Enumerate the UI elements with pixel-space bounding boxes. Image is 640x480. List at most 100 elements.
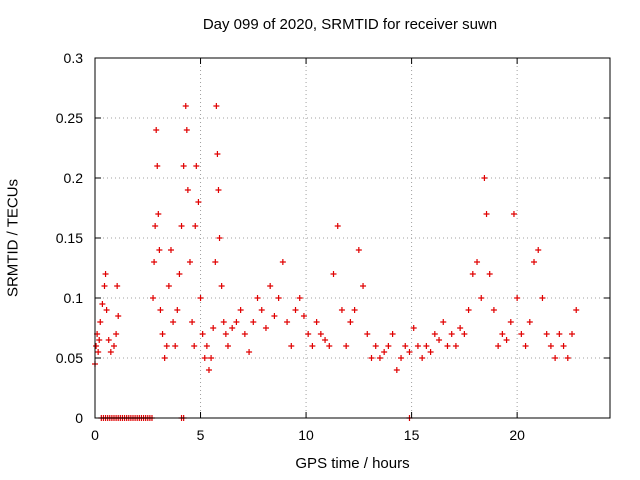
data-point — [569, 331, 576, 337]
data-point — [313, 319, 320, 325]
data-point — [389, 331, 396, 337]
data-point — [440, 319, 447, 325]
x-tick-label: 10 — [298, 427, 314, 443]
data-point — [258, 307, 265, 313]
data-point — [431, 331, 438, 337]
data-points — [92, 103, 580, 421]
x-tick-label: 5 — [197, 427, 205, 443]
data-point — [156, 247, 163, 253]
data-point — [180, 163, 187, 169]
data-point — [483, 211, 490, 217]
data-point — [292, 307, 299, 313]
y-tick-label: 0 — [75, 410, 83, 426]
data-point — [174, 307, 181, 313]
data-point — [503, 337, 510, 343]
data-point — [222, 331, 229, 337]
data-point — [481, 175, 488, 181]
data-point — [284, 319, 291, 325]
data-point — [161, 355, 168, 361]
data-point — [191, 343, 198, 349]
data-point — [279, 259, 286, 265]
data-point — [448, 331, 455, 337]
data-point — [183, 127, 190, 133]
data-point — [457, 325, 464, 331]
data-point — [547, 343, 554, 349]
data-point — [229, 325, 236, 331]
data-point — [419, 355, 426, 361]
data-point — [514, 295, 521, 301]
data-point — [189, 319, 196, 325]
data-point — [99, 301, 106, 307]
data-point — [218, 283, 225, 289]
data-point — [150, 295, 157, 301]
y-tick-label: 0.2 — [64, 170, 84, 186]
data-point — [531, 259, 538, 265]
data-point — [385, 343, 392, 349]
data-point — [151, 259, 158, 265]
x-tick-label: 0 — [91, 427, 99, 443]
data-point — [271, 313, 278, 319]
data-point — [300, 313, 307, 319]
data-point — [182, 103, 189, 109]
data-point — [233, 319, 240, 325]
y-tick-label: 0.25 — [56, 110, 83, 126]
data-point — [267, 283, 274, 289]
data-point — [213, 103, 220, 109]
data-point — [165, 283, 172, 289]
data-point — [153, 127, 160, 133]
data-point — [552, 355, 559, 361]
data-point — [526, 319, 533, 325]
data-point — [317, 331, 324, 337]
data-point — [338, 307, 345, 313]
data-point — [107, 349, 114, 355]
data-point — [201, 355, 208, 361]
data-point — [423, 343, 430, 349]
data-point — [556, 331, 563, 337]
data-point — [214, 151, 221, 157]
data-point — [115, 313, 122, 319]
data-point — [157, 307, 164, 313]
data-point — [110, 343, 117, 349]
data-point — [186, 259, 193, 265]
data-point — [444, 343, 451, 349]
tick-labels: 0 0.05 0.1 0.15 0.2 0.25 0.3 0 5 10 15 20 — [56, 50, 525, 443]
data-point — [322, 337, 329, 343]
data-point — [262, 325, 269, 331]
data-point — [573, 307, 580, 313]
data-point — [351, 307, 358, 313]
data-point — [326, 343, 333, 349]
data-point — [199, 331, 206, 337]
data-point — [241, 331, 248, 337]
data-point — [360, 283, 367, 289]
data-point — [490, 307, 497, 313]
y-tick-label: 0.15 — [56, 230, 83, 246]
data-point — [205, 367, 212, 373]
data-point — [114, 283, 121, 289]
data-point — [154, 163, 161, 169]
chart-title: Day 099 of 2020, SRMTID for receiver suw… — [202, 16, 498, 33]
data-point — [176, 271, 183, 277]
data-point — [296, 295, 303, 301]
data-point — [224, 343, 231, 349]
data-point — [355, 247, 362, 253]
data-point — [564, 355, 571, 361]
data-point — [193, 163, 200, 169]
data-point — [309, 343, 316, 349]
data-point — [101, 283, 108, 289]
data-point — [372, 343, 379, 349]
y-tick-label: 0.1 — [64, 290, 84, 306]
data-point — [393, 367, 400, 373]
data-point — [343, 343, 350, 349]
data-point — [215, 187, 222, 193]
data-point — [212, 259, 219, 265]
data-point — [522, 343, 529, 349]
data-point — [95, 349, 102, 355]
data-point — [347, 319, 354, 325]
data-point — [510, 211, 517, 217]
y-axis-label: SRMTID / TECUs — [4, 178, 22, 298]
data-point — [539, 295, 546, 301]
data-point — [195, 199, 202, 205]
data-point — [543, 331, 550, 337]
x-tick-label: 15 — [404, 427, 420, 443]
y-tick-label: 0.3 — [64, 50, 84, 66]
